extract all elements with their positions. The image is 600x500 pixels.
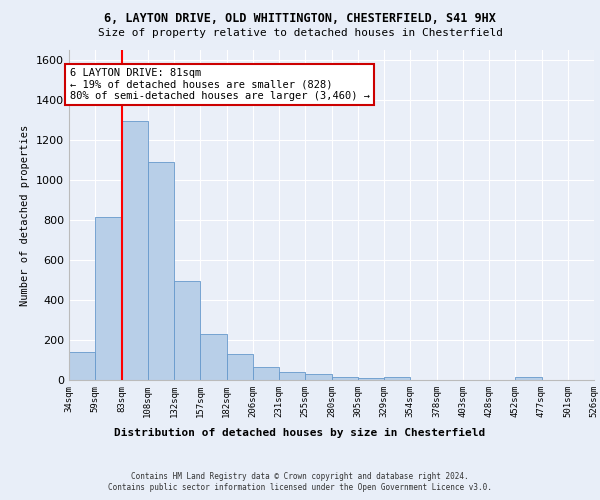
Bar [174, 281, 200, 380]
Bar [515, 377, 542, 380]
Text: 6, LAYTON DRIVE, OLD WHITTINGTON, CHESTERFIELD, S41 9HX: 6, LAYTON DRIVE, OLD WHITTINGTON, CHESTE… [104, 12, 496, 26]
Bar [358, 378, 384, 380]
Text: Distribution of detached houses by size in Chesterfield: Distribution of detached houses by size … [115, 428, 485, 438]
Text: Size of property relative to detached houses in Chesterfield: Size of property relative to detached ho… [97, 28, 503, 38]
Y-axis label: Number of detached properties: Number of detached properties [20, 124, 31, 306]
Text: 6 LAYTON DRIVE: 81sqm
← 19% of detached houses are smaller (828)
80% of semi-det: 6 LAYTON DRIVE: 81sqm ← 19% of detached … [70, 68, 370, 101]
Bar [331, 377, 358, 380]
Bar [227, 354, 253, 380]
Bar [305, 374, 331, 380]
Bar [121, 121, 148, 380]
Bar [253, 367, 279, 380]
Bar [279, 372, 305, 380]
Bar [384, 377, 410, 380]
Text: Contains HM Land Registry data © Crown copyright and database right 2024.: Contains HM Land Registry data © Crown c… [131, 472, 469, 481]
Bar [95, 217, 121, 380]
Text: Contains public sector information licensed under the Open Government Licence v3: Contains public sector information licen… [108, 484, 492, 492]
Bar [69, 352, 95, 380]
Bar [200, 334, 227, 380]
Bar [148, 162, 174, 380]
